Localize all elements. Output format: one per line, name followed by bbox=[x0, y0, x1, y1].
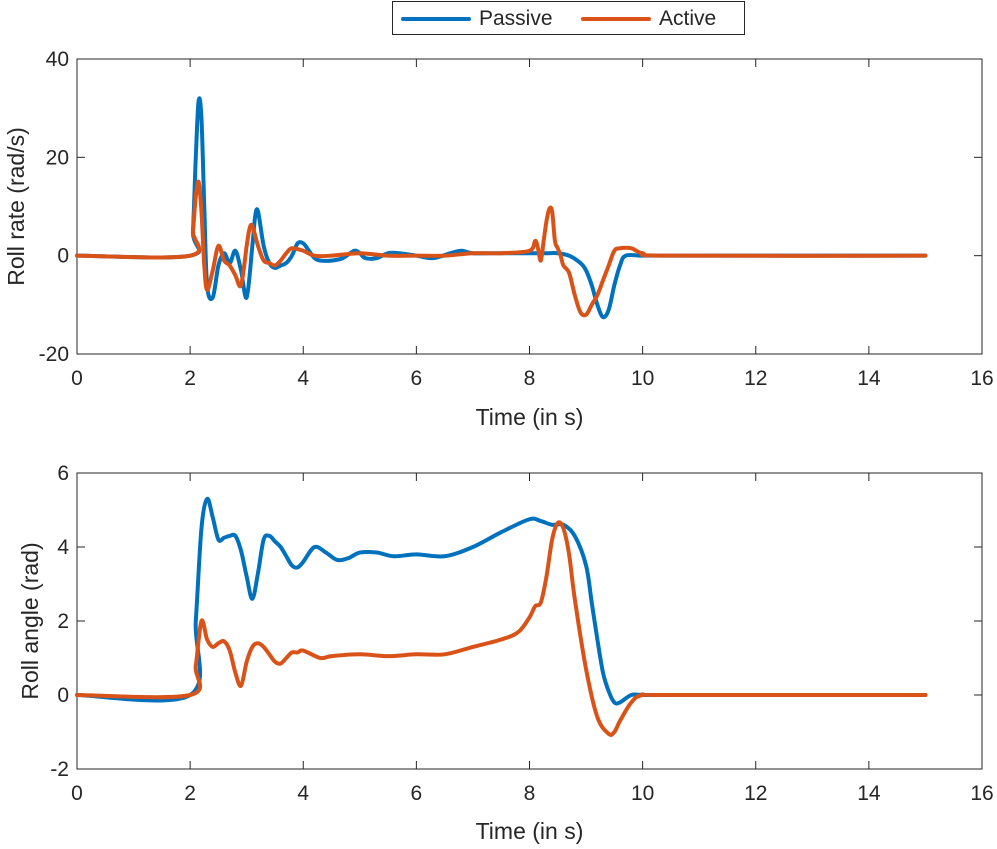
x-tick-label: 2 bbox=[184, 367, 196, 390]
x-axis-label: Time (in s) bbox=[476, 818, 584, 844]
x-tick-label: 6 bbox=[411, 782, 423, 805]
x-tick-label: 0 bbox=[71, 367, 83, 390]
x-tick-label: 4 bbox=[297, 367, 309, 390]
x-tick-label: 16 bbox=[970, 367, 993, 390]
legend-label-active: Active bbox=[659, 7, 717, 30]
x-tick-label: 16 bbox=[970, 782, 993, 805]
y-axis-label: Roll angle (rad) bbox=[17, 542, 43, 699]
legend-swatch-passive bbox=[401, 17, 471, 21]
x-tick-label: 2 bbox=[184, 782, 196, 805]
legend: Passive Active bbox=[392, 1, 745, 35]
x-tick-label: 12 bbox=[744, 782, 767, 805]
x-tick-label: 6 bbox=[411, 367, 423, 390]
series-line-active bbox=[75, 520, 928, 737]
x-tick-label: 10 bbox=[631, 782, 654, 805]
x-tick-label: 12 bbox=[744, 367, 767, 390]
x-tick-label: 8 bbox=[524, 782, 536, 805]
series-line-passive bbox=[75, 96, 928, 320]
legend-item-active: Active bbox=[581, 2, 716, 36]
y-tick-label: -20 bbox=[39, 343, 69, 366]
legend-item-passive: Passive bbox=[401, 2, 553, 36]
legend-label-passive: Passive bbox=[479, 7, 553, 30]
y-tick-label: -2 bbox=[50, 758, 69, 781]
x-axis-label: Time (in s) bbox=[476, 404, 584, 430]
x-tick-label: 14 bbox=[857, 367, 881, 390]
y-tick-label: 40 bbox=[46, 48, 69, 71]
x-tick-label: 14 bbox=[857, 782, 881, 805]
series-line-passive bbox=[75, 496, 928, 706]
y-tick-label: 4 bbox=[57, 536, 69, 559]
axes-box bbox=[76, 58, 983, 355]
y-tick-label: 0 bbox=[57, 684, 69, 707]
x-tick-label: 0 bbox=[71, 782, 83, 805]
y-tick-label: 2 bbox=[57, 610, 69, 633]
x-tick-label: 8 bbox=[524, 367, 536, 390]
x-tick-label: 10 bbox=[631, 367, 654, 390]
series-line-active bbox=[75, 179, 928, 318]
y-tick-label: 6 bbox=[57, 462, 69, 485]
y-tick-label: 20 bbox=[46, 146, 69, 169]
legend-swatch-active bbox=[581, 17, 651, 21]
y-tick-label: 0 bbox=[57, 245, 69, 268]
x-tick-label: 4 bbox=[297, 782, 309, 805]
y-axis-label: Roll rate (rad/s) bbox=[3, 127, 29, 285]
